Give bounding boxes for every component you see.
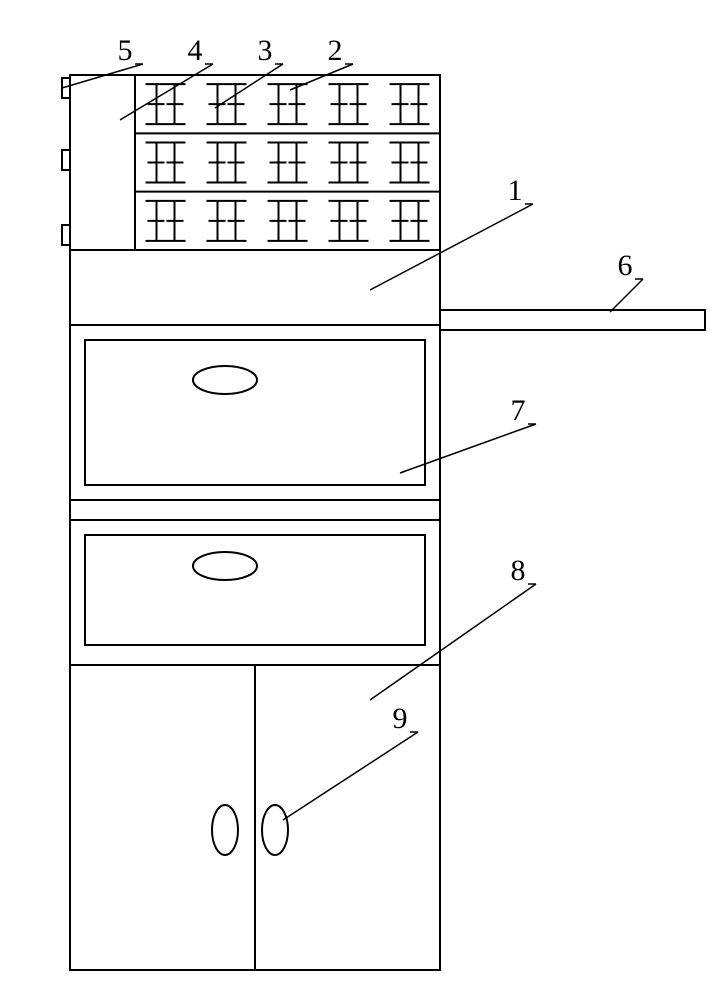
side-panel	[70, 75, 135, 250]
callout-label-3: 3	[258, 34, 273, 67]
grid-glyph	[329, 84, 369, 124]
hinge-1	[62, 150, 70, 170]
callout-label-8: 8	[511, 554, 526, 587]
callout-8: 8	[370, 554, 536, 700]
grid-glyph	[207, 201, 247, 241]
hinge-2	[62, 225, 70, 245]
callout-label-1: 1	[508, 174, 523, 207]
drawer-1	[85, 340, 425, 485]
callout-6: 6	[610, 249, 643, 312]
callout-4: 4	[120, 34, 213, 120]
drawer-2-handle	[193, 552, 257, 580]
callout-label-9: 9	[393, 702, 408, 735]
callout-7: 7	[400, 394, 536, 473]
grid-glyph	[390, 84, 430, 124]
callout-5: 5	[62, 34, 143, 88]
grid-glyph	[268, 84, 308, 124]
cabinet-diagram	[62, 75, 705, 970]
drawer-1-handle	[193, 366, 257, 394]
grid-glyph	[329, 201, 369, 241]
callout-9: 9	[283, 702, 418, 820]
grid-glyph	[207, 142, 247, 182]
callout-label-5: 5	[118, 34, 133, 67]
callouts: 5 4 3 2 1 6 7 8 9	[62, 34, 643, 820]
door-handle-0	[212, 805, 238, 855]
side-shelf	[440, 310, 705, 330]
grid-glyph	[146, 142, 186, 182]
grid-glyph	[329, 142, 369, 182]
drawer-2	[85, 535, 425, 645]
callout-2: 2	[290, 34, 353, 90]
callout-label-7: 7	[511, 394, 526, 427]
grid-glyph	[390, 201, 430, 241]
callout-3: 3	[215, 34, 283, 108]
grid-glyph	[146, 201, 186, 241]
grid-glyph	[146, 84, 186, 124]
grid-glyph	[268, 142, 308, 182]
door-handle-1	[262, 805, 288, 855]
callout-label-2: 2	[328, 34, 343, 67]
grid-glyph	[207, 84, 247, 124]
grid-glyph	[390, 142, 430, 182]
callout-label-4: 4	[188, 34, 203, 67]
grid-glyph	[268, 201, 308, 241]
callout-label-6: 6	[618, 249, 633, 282]
